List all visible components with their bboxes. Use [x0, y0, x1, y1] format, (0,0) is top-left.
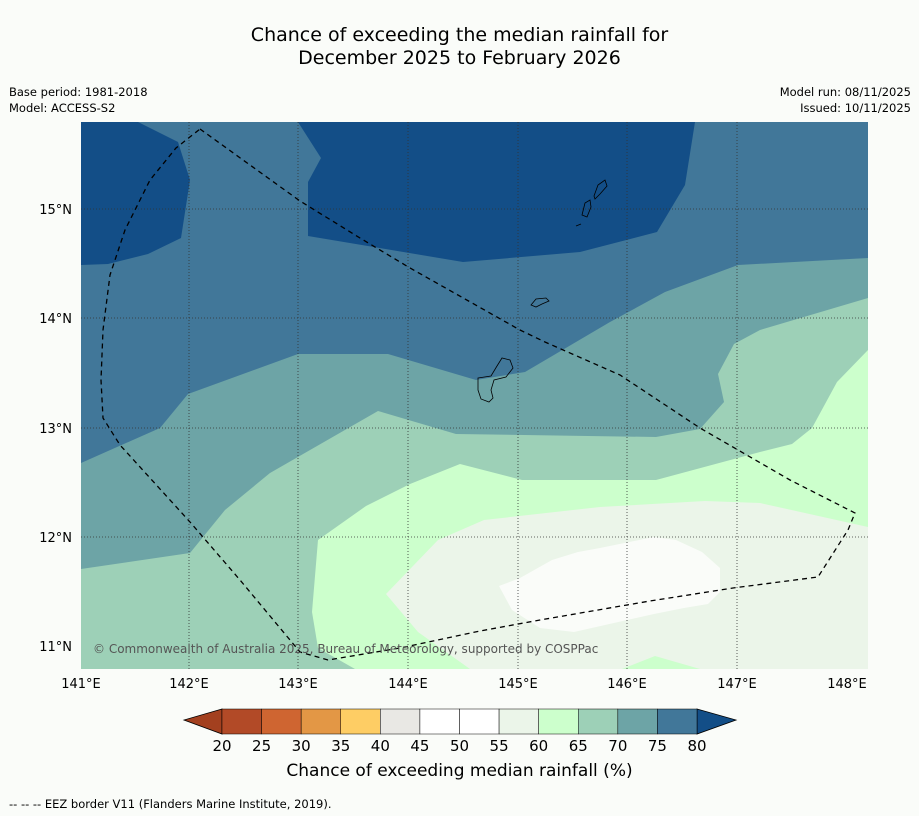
colorbar-tick-label: 65 [569, 737, 588, 755]
lon-label-143: 143°E [278, 677, 318, 692]
colorbar-tick-label: 25 [252, 737, 271, 755]
lon-label-146: 146°E [607, 677, 647, 692]
meta-left: Base period: 1981-2018 Model: ACCESS-S2 [9, 84, 148, 116]
colorbar-cell [380, 708, 421, 735]
colorbar-tick-label: 75 [648, 737, 667, 755]
colorbar-cell [300, 708, 341, 735]
copyright-notice: © Commonwealth of Australia 2025, Bureau… [93, 642, 598, 656]
model-label: Model: ACCESS-S2 [9, 101, 116, 115]
colorbar-over-arrow [696, 708, 738, 735]
colorbar-tick-label: 60 [529, 737, 548, 755]
colorbar-cell [617, 708, 658, 735]
islands [477, 179, 608, 403]
map-title-line2: December 2025 to February 2026 [298, 47, 621, 69]
band-80-plus-west [81, 122, 190, 265]
base-period-label: Base period: 1981-2018 [9, 85, 148, 99]
colorbar-cell [340, 708, 381, 735]
band-80-plus-north [298, 122, 695, 262]
colorbar-cell [538, 708, 579, 735]
colorbar-cell [221, 708, 262, 735]
map-title-line1: Chance of exceeding the median rainfall … [250, 24, 669, 46]
lat-label-14: 14°N [39, 312, 72, 327]
colorbar-tick-label: 80 [687, 737, 706, 755]
colorbar-tick-label: 30 [292, 737, 311, 755]
island-guam [477, 357, 514, 403]
lat-label-11: 11°N [39, 640, 72, 655]
model-run-label: Model run: 08/11/2025 [779, 85, 911, 99]
lon-label-145: 145°E [498, 677, 538, 692]
lat-label-12: 12°N [39, 531, 72, 546]
island-saipan [593, 179, 608, 200]
lon-label-142: 142°E [169, 677, 209, 692]
rainfall-contours [81, 122, 868, 669]
lon-label-141: 141°E [61, 677, 101, 692]
island-rota [530, 297, 550, 308]
island-tinian [581, 199, 592, 218]
lat-label-13: 13°N [39, 422, 72, 437]
island-aguijan [575, 223, 582, 227]
lon-label-144: 144°E [388, 677, 428, 692]
colorbar-cell [459, 708, 500, 735]
lat-label-15: 15°N [39, 203, 72, 218]
lat-axis-labels: 15°N 14°N 13°N 12°N 11°N [39, 203, 72, 655]
colorbar-cell [578, 708, 619, 735]
lon-label-148: 148°E [827, 677, 867, 692]
eez-border [100, 128, 856, 661]
colorbar-tick-label: 45 [410, 737, 429, 755]
colorbar-under-arrow [182, 708, 223, 735]
colorbar-tick-label: 70 [608, 737, 627, 755]
eez-legend-note: -- -- -- EEZ border V11 (Flanders Marine… [9, 797, 332, 811]
band-50-55 [499, 537, 720, 632]
lon-axis-labels: 141°E 142°E 143°E 144°E 145°E 146°E 147°… [61, 677, 867, 692]
colorbar-cell [498, 708, 539, 735]
colorbar-cell [261, 708, 302, 735]
colorbar-label: Chance of exceeding median rainfall (%) [286, 761, 633, 781]
colorbar-cell [419, 708, 460, 735]
gridlines [81, 122, 868, 669]
issued-label: Issued: 10/11/2025 [800, 101, 911, 115]
meta-right: Model run: 08/11/2025 Issued: 10/11/2025 [780, 84, 911, 116]
colorbar-cell [657, 708, 698, 735]
colorbar-tick-label: 50 [450, 737, 469, 755]
colorbar: 20 25 30 35 40 45 50 55 60 65 70 75 80 [182, 708, 738, 755]
colorbar-tick-label: 35 [331, 737, 350, 755]
colorbar-tick-label: 55 [490, 737, 509, 755]
colorbar-tick-label: 40 [371, 737, 390, 755]
colorbar-tick-label: 20 [212, 737, 231, 755]
lon-label-147: 147°E [717, 677, 757, 692]
